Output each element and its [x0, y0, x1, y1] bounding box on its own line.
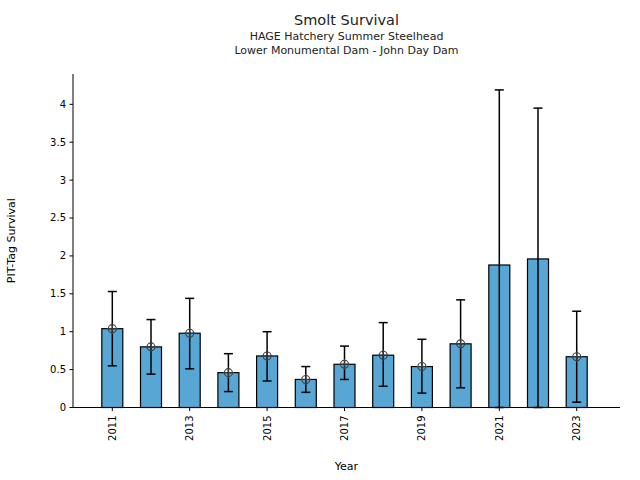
y-tick-label: 0.5 — [50, 364, 66, 375]
x-tick-label: 2013 — [184, 416, 195, 441]
y-tick-label: 1 — [60, 326, 66, 337]
x-tick-label: 2015 — [262, 416, 273, 441]
x-tick-label: 2017 — [339, 416, 350, 441]
y-tick-label: 2 — [60, 250, 66, 261]
y-tick-label: 3.5 — [50, 137, 66, 148]
x-tick-label: 2021 — [494, 416, 505, 441]
x-axis-label: Year — [334, 460, 359, 473]
y-tick-label: 1.5 — [50, 288, 66, 299]
y-tick-label: 4 — [60, 99, 66, 110]
x-tick-label: 2011 — [107, 416, 118, 441]
y-tick-label: 3 — [60, 175, 66, 186]
y-axis-label: PIT-Tag Survival — [5, 198, 18, 283]
x-tick-label: 2019 — [416, 416, 427, 441]
chart-canvas: 0 0.5 1 1.5 2 2.5 3 3.5 4 2011 2013 2015 2017 2019 202… — [0, 0, 640, 480]
x-tick-label: 2023 — [571, 416, 582, 441]
y-tick-label: 0 — [60, 402, 66, 413]
y-tick-label: 2.5 — [50, 212, 66, 223]
smolt-survival-figure: Smolt Survival HAGE Hatchery Summer Stee… — [0, 0, 640, 480]
